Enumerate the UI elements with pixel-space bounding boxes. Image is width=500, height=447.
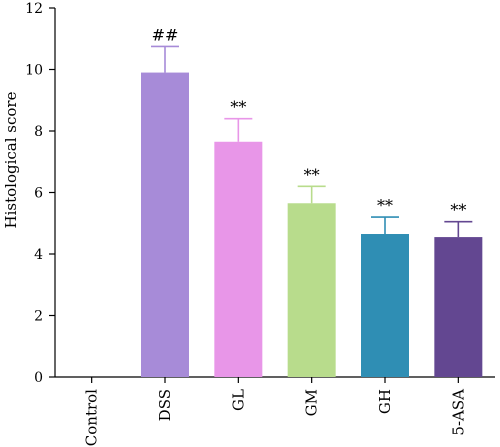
y-tick-label: 0 (34, 370, 43, 386)
bar-dss (141, 72, 189, 377)
bar-5-asa (434, 237, 483, 377)
category-label: 5-ASA (449, 389, 467, 436)
bar-gl (214, 141, 263, 377)
y-tick-label: 6 (34, 186, 43, 202)
bar-gm (287, 203, 336, 377)
y-tick-label: 10 (25, 63, 43, 79)
y-tick-label: 8 (34, 124, 43, 140)
category-label: Control (83, 389, 101, 446)
significance-label: ** (230, 98, 246, 117)
significance-label: ** (304, 165, 320, 184)
bars (141, 45, 483, 377)
y-tick-label: 12 (25, 1, 43, 17)
category-label: GM (303, 389, 321, 416)
axes: 0 2 4 6 8 10 12 (25, 1, 495, 386)
significance-label: ## (152, 25, 179, 44)
category-label: DSS (156, 389, 174, 421)
y-axis-label: Histological score (2, 91, 20, 228)
bar-gh (361, 234, 409, 377)
labels: Control ## DSS ** GL ** GM ** GH ** 5-ASA (83, 25, 468, 446)
significance-label: ** (450, 201, 466, 220)
y-tick-label: 2 (34, 309, 43, 325)
category-label: GH (376, 389, 394, 414)
y-tick-label: 4 (34, 247, 43, 263)
category-label: GL (229, 389, 247, 411)
significance-label: ** (377, 196, 393, 215)
